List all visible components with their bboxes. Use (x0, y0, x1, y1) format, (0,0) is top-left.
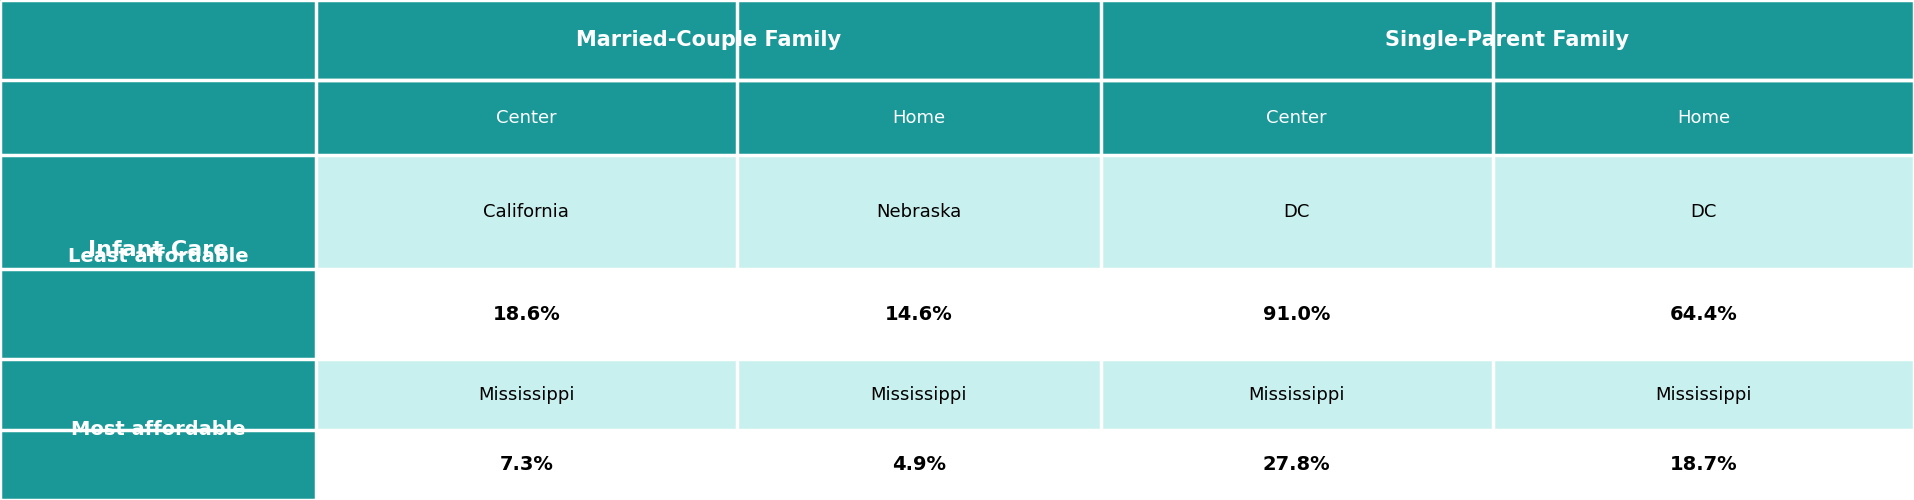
Text: 7.3%: 7.3% (500, 456, 553, 474)
Bar (316, 155, 737, 269)
Bar (316, 359, 737, 430)
Bar (737, 269, 1101, 359)
Text: Least affordable: Least affordable (67, 248, 249, 266)
Text: 18.7%: 18.7% (1669, 456, 1738, 474)
Bar (737, 80, 1101, 155)
Text: California: California (484, 203, 568, 221)
Text: Home: Home (892, 108, 946, 126)
Bar (737, 155, 1101, 269)
Text: Center: Center (496, 108, 557, 126)
Bar (737, 359, 1101, 430)
Text: DC: DC (1690, 203, 1717, 221)
Bar (1101, 269, 1493, 359)
Bar (1493, 430, 1914, 500)
Text: Home: Home (1677, 108, 1730, 126)
Text: 4.9%: 4.9% (892, 456, 946, 474)
Bar (1493, 359, 1914, 430)
Bar (1101, 155, 1493, 269)
Bar (1101, 359, 1493, 430)
Bar (1101, 0, 1914, 80)
Text: Most affordable: Most affordable (71, 420, 245, 439)
Text: Married-Couple Family: Married-Couple Family (576, 30, 840, 50)
Bar (1493, 155, 1914, 269)
Bar (316, 80, 737, 155)
Text: 14.6%: 14.6% (884, 304, 953, 324)
Bar (1101, 430, 1493, 500)
Bar (737, 430, 1101, 500)
Text: Single-Parent Family: Single-Parent Family (1386, 30, 1629, 50)
Text: DC: DC (1284, 203, 1309, 221)
Bar (1493, 80, 1914, 155)
Bar (316, 430, 737, 500)
Text: 91.0%: 91.0% (1263, 304, 1330, 324)
Text: Mississippi: Mississippi (871, 386, 967, 404)
Bar (0, 155, 316, 359)
Text: Center: Center (1267, 108, 1326, 126)
Bar (316, 0, 1101, 80)
Bar (0, 0, 316, 500)
Text: 64.4%: 64.4% (1669, 304, 1738, 324)
Bar (316, 269, 737, 359)
Bar (0, 359, 316, 500)
Text: 27.8%: 27.8% (1263, 456, 1330, 474)
Text: Infant Care: Infant Care (88, 240, 228, 260)
Text: Mississippi: Mississippi (478, 386, 574, 404)
Text: Nebraska: Nebraska (877, 203, 961, 221)
Text: 18.6%: 18.6% (492, 304, 561, 324)
Text: Mississippi: Mississippi (1656, 386, 1751, 404)
Bar (1493, 269, 1914, 359)
Text: Mississippi: Mississippi (1248, 386, 1346, 404)
Bar (1101, 80, 1493, 155)
